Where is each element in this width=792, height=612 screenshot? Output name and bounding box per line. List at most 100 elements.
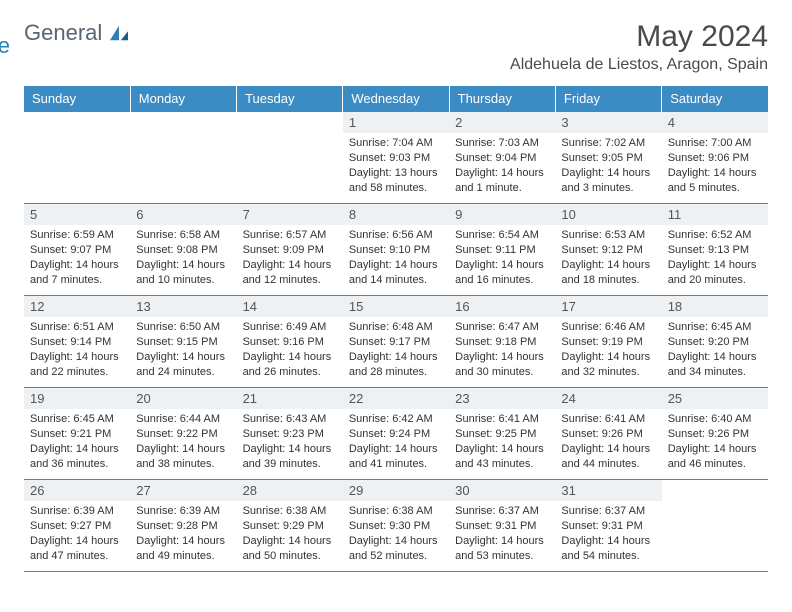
calendar-cell: 28Sunrise: 6:38 AMSunset: 9:29 PMDayligh… bbox=[237, 480, 343, 572]
day-data: Sunrise: 6:37 AMSunset: 9:31 PMDaylight:… bbox=[555, 501, 661, 567]
day-number: 23 bbox=[449, 388, 555, 409]
day-data: Sunrise: 6:54 AMSunset: 9:11 PMDaylight:… bbox=[449, 225, 555, 291]
calendar-cell: 25Sunrise: 6:40 AMSunset: 9:26 PMDayligh… bbox=[662, 388, 768, 480]
day-data: Sunrise: 6:46 AMSunset: 9:19 PMDaylight:… bbox=[555, 317, 661, 383]
day-number: 8 bbox=[343, 204, 449, 225]
day-number: 27 bbox=[130, 480, 236, 501]
calendar-row: 5Sunrise: 6:59 AMSunset: 9:07 PMDaylight… bbox=[24, 204, 768, 296]
calendar-cell: 3Sunrise: 7:02 AMSunset: 9:05 PMDaylight… bbox=[555, 112, 661, 204]
weekday-header: Tuesday bbox=[237, 86, 343, 112]
calendar-cell: 29Sunrise: 6:38 AMSunset: 9:30 PMDayligh… bbox=[343, 480, 449, 572]
day-number: 4 bbox=[662, 112, 768, 133]
calendar-cell: 1Sunrise: 7:04 AMSunset: 9:03 PMDaylight… bbox=[343, 112, 449, 204]
day-number: 11 bbox=[662, 204, 768, 225]
day-number: 2 bbox=[449, 112, 555, 133]
day-data: Sunrise: 6:38 AMSunset: 9:30 PMDaylight:… bbox=[343, 501, 449, 567]
title-block: May 2024 Aldehuela de Liestos, Aragon, S… bbox=[510, 20, 768, 74]
day-number: 9 bbox=[449, 204, 555, 225]
calendar-cell: 18Sunrise: 6:45 AMSunset: 9:20 PMDayligh… bbox=[662, 296, 768, 388]
page-title: May 2024 bbox=[510, 20, 768, 54]
day-number: 3 bbox=[555, 112, 661, 133]
weekday-header: Monday bbox=[130, 86, 236, 112]
calendar-cell: 5Sunrise: 6:59 AMSunset: 9:07 PMDaylight… bbox=[24, 204, 130, 296]
day-data: Sunrise: 6:49 AMSunset: 9:16 PMDaylight:… bbox=[237, 317, 343, 383]
calendar-cell bbox=[237, 112, 343, 204]
day-data: Sunrise: 6:39 AMSunset: 9:28 PMDaylight:… bbox=[130, 501, 236, 567]
calendar-cell: 9Sunrise: 6:54 AMSunset: 9:11 PMDaylight… bbox=[449, 204, 555, 296]
day-number: 25 bbox=[662, 388, 768, 409]
day-number: 28 bbox=[237, 480, 343, 501]
day-number: 16 bbox=[449, 296, 555, 317]
day-data: Sunrise: 7:00 AMSunset: 9:06 PMDaylight:… bbox=[662, 133, 768, 199]
day-number: 31 bbox=[555, 480, 661, 501]
day-data: Sunrise: 6:38 AMSunset: 9:29 PMDaylight:… bbox=[237, 501, 343, 567]
day-number: 7 bbox=[237, 204, 343, 225]
calendar-body: 1Sunrise: 7:04 AMSunset: 9:03 PMDaylight… bbox=[24, 112, 768, 572]
day-data: Sunrise: 6:59 AMSunset: 9:07 PMDaylight:… bbox=[24, 225, 130, 291]
day-number: 30 bbox=[449, 480, 555, 501]
calendar-cell: 7Sunrise: 6:57 AMSunset: 9:09 PMDaylight… bbox=[237, 204, 343, 296]
calendar-cell: 15Sunrise: 6:48 AMSunset: 9:17 PMDayligh… bbox=[343, 296, 449, 388]
day-data: Sunrise: 6:51 AMSunset: 9:14 PMDaylight:… bbox=[24, 317, 130, 383]
day-data: Sunrise: 6:44 AMSunset: 9:22 PMDaylight:… bbox=[130, 409, 236, 475]
day-data: Sunrise: 6:37 AMSunset: 9:31 PMDaylight:… bbox=[449, 501, 555, 567]
calendar-cell bbox=[662, 480, 768, 572]
day-number: 15 bbox=[343, 296, 449, 317]
calendar-cell: 17Sunrise: 6:46 AMSunset: 9:19 PMDayligh… bbox=[555, 296, 661, 388]
calendar-table: Sunday Monday Tuesday Wednesday Thursday… bbox=[24, 86, 768, 572]
calendar-cell: 12Sunrise: 6:51 AMSunset: 9:14 PMDayligh… bbox=[24, 296, 130, 388]
day-data: Sunrise: 6:52 AMSunset: 9:13 PMDaylight:… bbox=[662, 225, 768, 291]
day-data: Sunrise: 6:41 AMSunset: 9:26 PMDaylight:… bbox=[555, 409, 661, 475]
calendar-row: 19Sunrise: 6:45 AMSunset: 9:21 PMDayligh… bbox=[24, 388, 768, 480]
day-data: Sunrise: 6:43 AMSunset: 9:23 PMDaylight:… bbox=[237, 409, 343, 475]
day-number: 14 bbox=[237, 296, 343, 317]
day-number: 6 bbox=[130, 204, 236, 225]
calendar-cell: 31Sunrise: 6:37 AMSunset: 9:31 PMDayligh… bbox=[555, 480, 661, 572]
day-data: Sunrise: 6:42 AMSunset: 9:24 PMDaylight:… bbox=[343, 409, 449, 475]
day-number: 1 bbox=[343, 112, 449, 133]
calendar-cell: 26Sunrise: 6:39 AMSunset: 9:27 PMDayligh… bbox=[24, 480, 130, 572]
weekday-header: Saturday bbox=[662, 86, 768, 112]
calendar-cell: 2Sunrise: 7:03 AMSunset: 9:04 PMDaylight… bbox=[449, 112, 555, 204]
weekday-header: Wednesday bbox=[343, 86, 449, 112]
day-data: Sunrise: 6:58 AMSunset: 9:08 PMDaylight:… bbox=[130, 225, 236, 291]
day-number: 24 bbox=[555, 388, 661, 409]
day-number: 10 bbox=[555, 204, 661, 225]
day-number: 5 bbox=[24, 204, 130, 225]
calendar-cell: 27Sunrise: 6:39 AMSunset: 9:28 PMDayligh… bbox=[130, 480, 236, 572]
day-data: Sunrise: 7:03 AMSunset: 9:04 PMDaylight:… bbox=[449, 133, 555, 199]
calendar-cell: 11Sunrise: 6:52 AMSunset: 9:13 PMDayligh… bbox=[662, 204, 768, 296]
day-data: Sunrise: 7:04 AMSunset: 9:03 PMDaylight:… bbox=[343, 133, 449, 199]
calendar-cell: 30Sunrise: 6:37 AMSunset: 9:31 PMDayligh… bbox=[449, 480, 555, 572]
day-number: 20 bbox=[130, 388, 236, 409]
calendar-cell: 21Sunrise: 6:43 AMSunset: 9:23 PMDayligh… bbox=[237, 388, 343, 480]
calendar-cell: 8Sunrise: 6:56 AMSunset: 9:10 PMDaylight… bbox=[343, 204, 449, 296]
day-data: Sunrise: 6:40 AMSunset: 9:26 PMDaylight:… bbox=[662, 409, 768, 475]
day-number: 18 bbox=[662, 296, 768, 317]
weekday-row: Sunday Monday Tuesday Wednesday Thursday… bbox=[24, 86, 768, 112]
day-number: 21 bbox=[237, 388, 343, 409]
calendar-cell: 4Sunrise: 7:00 AMSunset: 9:06 PMDaylight… bbox=[662, 112, 768, 204]
day-data: Sunrise: 6:47 AMSunset: 9:18 PMDaylight:… bbox=[449, 317, 555, 383]
header: General Blue May 2024 Aldehuela de Liest… bbox=[24, 20, 768, 74]
logo-text-blue: Blue bbox=[0, 33, 10, 59]
day-number: 19 bbox=[24, 388, 130, 409]
sail-icon bbox=[108, 24, 130, 42]
logo-text-general: General bbox=[24, 20, 102, 46]
location: Aldehuela de Liestos, Aragon, Spain bbox=[510, 56, 768, 74]
weekday-header: Friday bbox=[555, 86, 661, 112]
calendar-cell: 22Sunrise: 6:42 AMSunset: 9:24 PMDayligh… bbox=[343, 388, 449, 480]
day-number: 29 bbox=[343, 480, 449, 501]
calendar-row: 1Sunrise: 7:04 AMSunset: 9:03 PMDaylight… bbox=[24, 112, 768, 204]
calendar-cell: 20Sunrise: 6:44 AMSunset: 9:22 PMDayligh… bbox=[130, 388, 236, 480]
calendar-cell: 24Sunrise: 6:41 AMSunset: 9:26 PMDayligh… bbox=[555, 388, 661, 480]
calendar-cell: 23Sunrise: 6:41 AMSunset: 9:25 PMDayligh… bbox=[449, 388, 555, 480]
calendar-row: 12Sunrise: 6:51 AMSunset: 9:14 PMDayligh… bbox=[24, 296, 768, 388]
day-data: Sunrise: 6:50 AMSunset: 9:15 PMDaylight:… bbox=[130, 317, 236, 383]
day-data: Sunrise: 6:48 AMSunset: 9:17 PMDaylight:… bbox=[343, 317, 449, 383]
day-number: 22 bbox=[343, 388, 449, 409]
calendar-cell: 19Sunrise: 6:45 AMSunset: 9:21 PMDayligh… bbox=[24, 388, 130, 480]
day-data: Sunrise: 6:56 AMSunset: 9:10 PMDaylight:… bbox=[343, 225, 449, 291]
calendar-cell: 16Sunrise: 6:47 AMSunset: 9:18 PMDayligh… bbox=[449, 296, 555, 388]
day-number: 26 bbox=[24, 480, 130, 501]
